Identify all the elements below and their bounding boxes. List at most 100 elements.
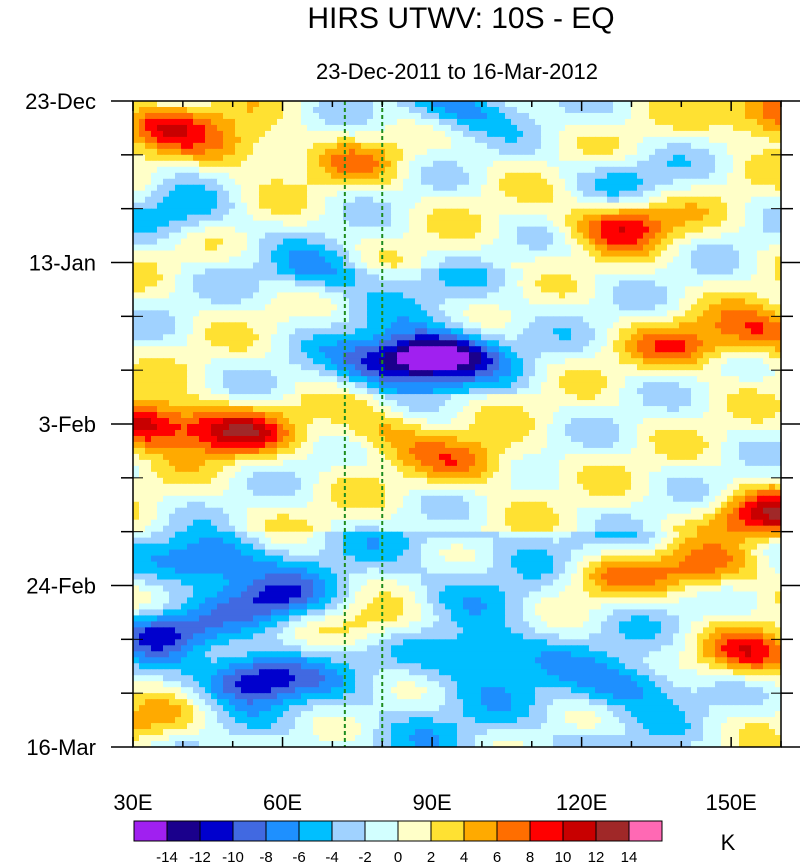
heatmap-cell	[445, 298, 452, 305]
heatmap-cell	[607, 172, 614, 180]
heatmap-cell	[235, 286, 242, 294]
heatmap-cell	[547, 352, 554, 359]
heatmap-cell	[199, 262, 206, 270]
heatmap-cell	[445, 352, 452, 359]
heatmap-cell	[739, 274, 746, 282]
heatmap-cell	[703, 364, 710, 371]
heatmap-cell	[391, 304, 398, 311]
heatmap-cell	[469, 160, 476, 168]
heatmap-cell	[715, 280, 722, 288]
heatmap-cell	[439, 148, 446, 156]
heatmap-cell	[409, 346, 416, 353]
heatmap-cell	[733, 160, 740, 168]
heatmap-cell	[391, 238, 398, 246]
heatmap-cell	[547, 184, 554, 192]
heatmap-cell	[283, 136, 290, 144]
heatmap-cell	[547, 328, 554, 335]
heatmap-cell	[559, 220, 566, 228]
heatmap-cell	[151, 274, 158, 282]
heatmap-cell	[487, 352, 494, 359]
heatmap-cell	[217, 376, 224, 383]
heatmap-cell	[331, 196, 338, 204]
heatmap-cell	[625, 101, 632, 108]
heatmap-cell	[199, 340, 206, 347]
heatmap-cell	[721, 214, 728, 222]
heatmap-cell	[475, 370, 482, 377]
heatmap-cell	[583, 106, 590, 114]
heatmap-cell	[373, 292, 380, 299]
heatmap-cell	[655, 346, 662, 353]
heatmap-cell	[235, 358, 242, 365]
heatmap-cell	[205, 124, 212, 132]
heatmap-cell	[457, 142, 464, 150]
heatmap-cell	[313, 208, 320, 216]
heatmap-cell	[505, 106, 512, 114]
heatmap-cell	[421, 370, 428, 377]
heatmap-cell	[649, 148, 656, 156]
heatmap-cell	[151, 376, 158, 383]
heatmap-cell	[193, 184, 200, 192]
heatmap-cell	[727, 352, 734, 359]
heatmap-cell	[559, 370, 566, 377]
heatmap-cell	[547, 316, 554, 323]
heatmap-cell	[457, 250, 464, 258]
heatmap-cell	[247, 328, 254, 335]
heatmap-cell	[745, 292, 752, 299]
heatmap-cell	[541, 334, 548, 341]
heatmap-cell	[511, 124, 518, 132]
heatmap-cell	[415, 322, 422, 329]
heatmap-cell	[349, 256, 356, 264]
heatmap-cell	[511, 190, 518, 198]
heatmap-cell	[427, 256, 434, 264]
heatmap-cell	[427, 334, 434, 341]
heatmap-cell	[583, 316, 590, 323]
heatmap-cell	[523, 274, 530, 282]
heatmap-cell	[175, 250, 182, 258]
heatmap-cell	[145, 112, 152, 120]
heatmap-cell	[619, 178, 626, 186]
heatmap-cell	[685, 166, 692, 174]
heatmap-cell	[223, 346, 230, 353]
heatmap-cell	[325, 208, 332, 216]
heatmap-cell	[751, 298, 758, 305]
heatmap-cell	[151, 346, 158, 353]
heatmap-cell	[727, 370, 734, 377]
heatmap-cell	[187, 268, 194, 276]
heatmap-cell	[619, 190, 626, 198]
heatmap-cell	[493, 226, 500, 234]
heatmap-cell	[193, 310, 200, 317]
heatmap-cell	[325, 226, 332, 234]
heatmap-cell	[733, 118, 740, 126]
heatmap-cell	[589, 166, 596, 174]
heatmap-cell	[697, 316, 704, 323]
heatmap-cell	[283, 346, 290, 353]
heatmap-cell	[529, 280, 536, 288]
heatmap-cell	[577, 148, 584, 156]
heatmap-cell	[445, 340, 452, 347]
heatmap-cell	[259, 136, 266, 144]
heatmap-cell	[379, 136, 386, 144]
heatmap-cell	[433, 358, 440, 365]
heatmap-cell	[301, 352, 308, 359]
heatmap-cell	[307, 352, 314, 359]
heatmap-cell	[529, 346, 536, 353]
heatmap-cell	[433, 334, 440, 341]
heatmap-cell	[349, 262, 356, 270]
heatmap-cell	[325, 244, 332, 252]
heatmap-cell	[181, 184, 188, 192]
heatmap-cell	[505, 196, 512, 204]
heatmap-cell	[535, 154, 542, 162]
heatmap-cell	[433, 130, 440, 138]
heatmap-cell	[673, 130, 680, 138]
heatmap-cell	[295, 322, 302, 329]
heatmap-cell	[745, 124, 752, 132]
heatmap-cell	[283, 274, 290, 282]
heatmap-cell	[187, 346, 194, 353]
heatmap-cell	[673, 190, 680, 198]
heatmap-cell	[679, 232, 686, 240]
heatmap-cell	[427, 310, 434, 317]
heatmap-cell	[409, 136, 416, 144]
heatmap-cell	[433, 250, 440, 258]
heatmap-cell	[391, 172, 398, 180]
heatmap-cell	[517, 112, 524, 120]
